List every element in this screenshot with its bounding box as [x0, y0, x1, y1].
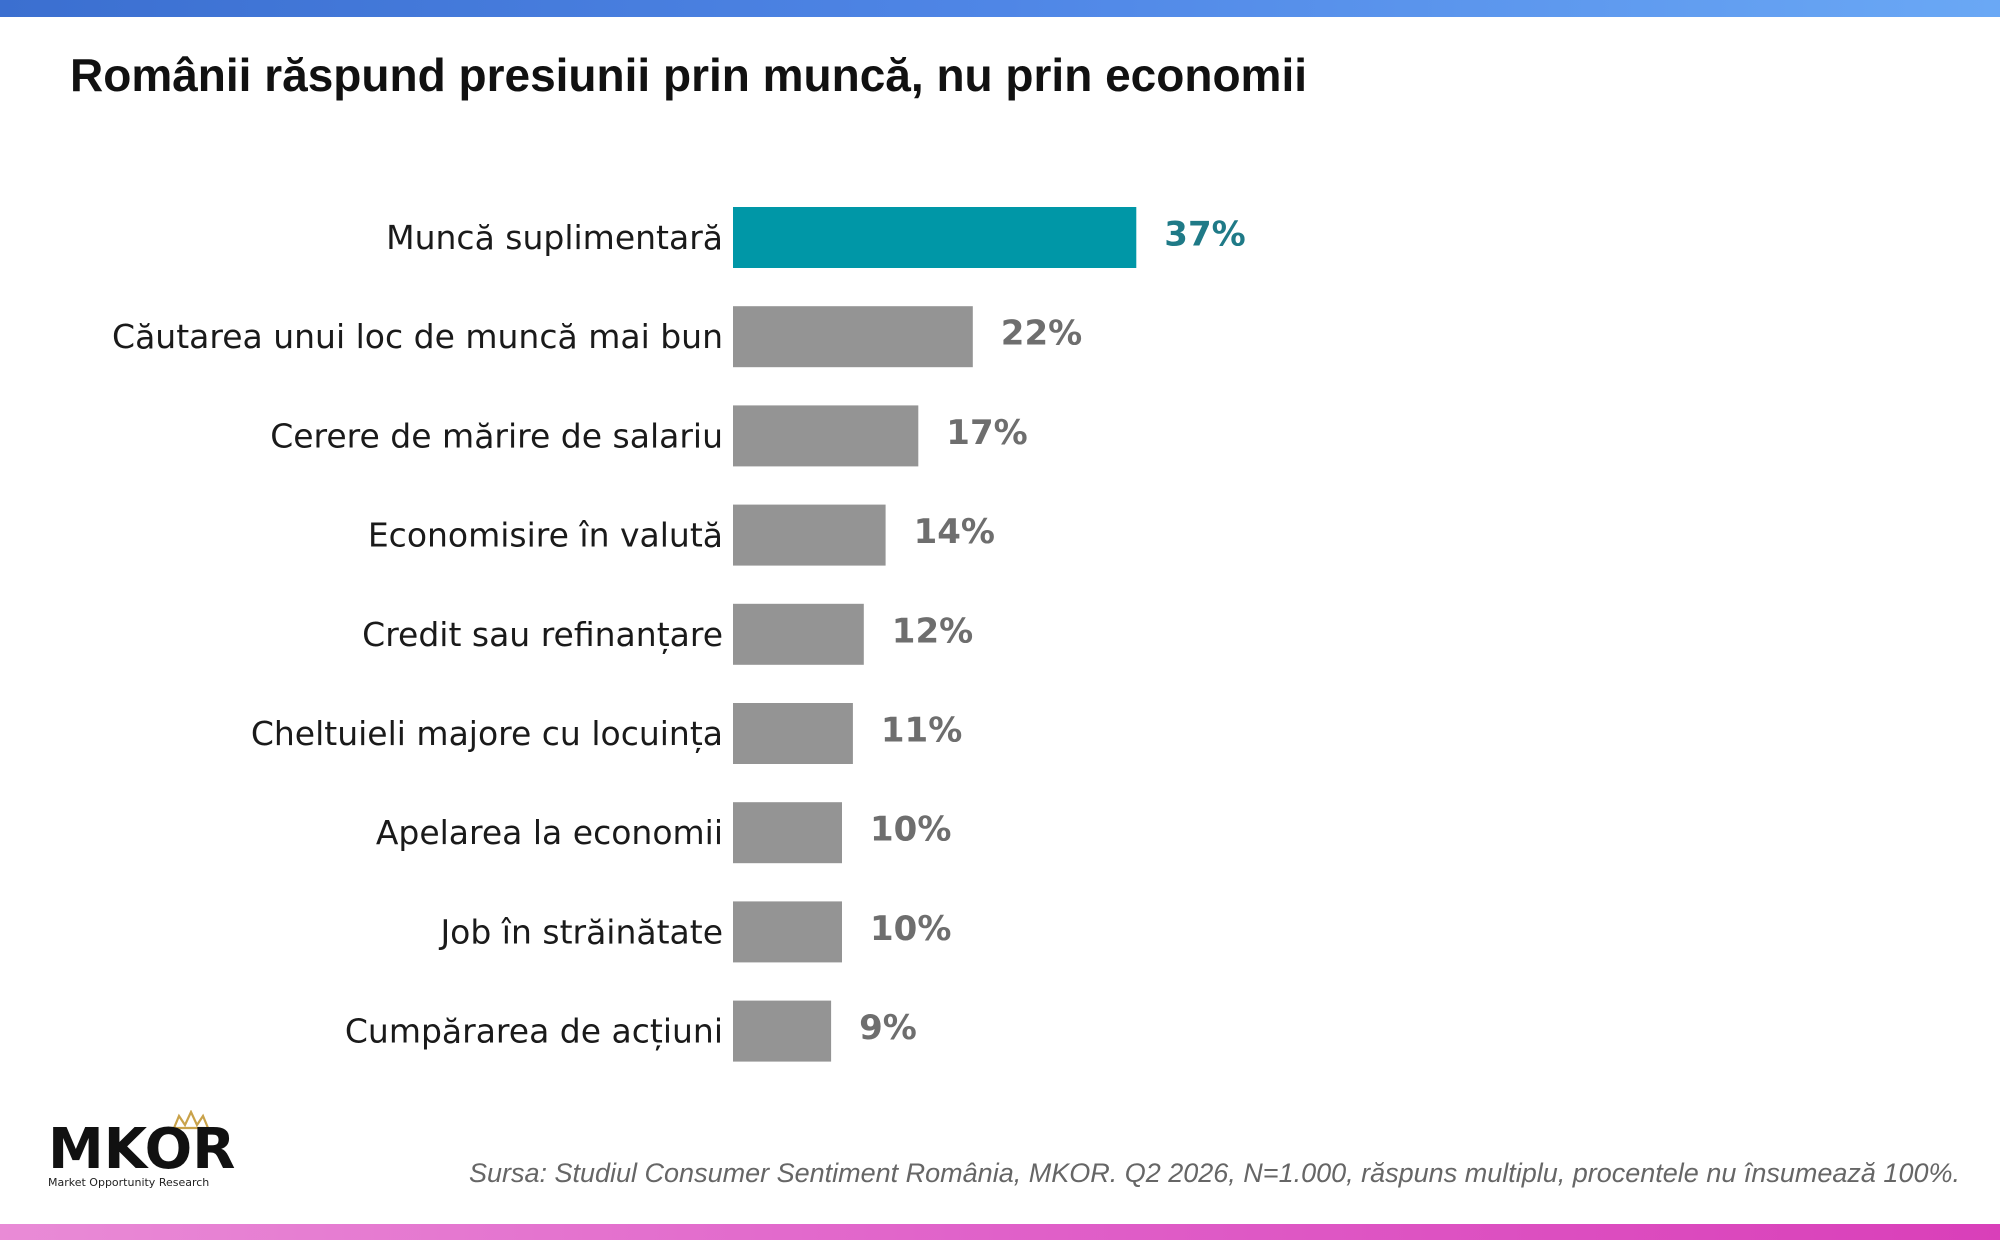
- bar-0: [733, 207, 1137, 268]
- bar-3: [733, 504, 886, 566]
- bottom-accent-bar: [0, 1224, 2000, 1240]
- value-label-1: 22%: [1001, 314, 1082, 354]
- category-label-8: Cumpărarea de acțiuni: [345, 1012, 723, 1052]
- mkor-logo: MKOR Market Opportunity Research: [48, 1110, 235, 1189]
- category-label-1: Căutarea unui loc de muncă mai bun: [112, 317, 723, 356]
- category-label-3: Economisire în valută: [368, 516, 723, 555]
- category-label-4: Credit sau refinanțare: [362, 615, 723, 655]
- category-label-5: Cheltuieli majore cu locuința: [251, 714, 723, 754]
- category-label-6: Apelarea la economii: [376, 813, 723, 852]
- crown-icon: [172, 1110, 210, 1130]
- top-accent-bar: [0, 0, 2000, 17]
- source-note: Sursa: Studiul Consumer Sentiment Români…: [468, 1158, 1960, 1188]
- logo-wordmark: MKOR: [48, 1117, 235, 1182]
- value-label-4: 12%: [892, 611, 973, 651]
- bar-6: [733, 802, 842, 864]
- value-label-0: 37%: [1164, 215, 1245, 255]
- chart-title: Românii răspund presiunii prin muncă, nu…: [70, 49, 1308, 101]
- value-label-8: 9%: [859, 1008, 917, 1048]
- category-label-2: Cerere de mărire de salariu: [270, 416, 723, 455]
- value-label-7: 10%: [870, 909, 951, 949]
- bar-5: [733, 703, 853, 764]
- category-label-0: Muncă suplimentară: [386, 218, 723, 257]
- bar-8: [733, 1000, 832, 1062]
- value-label-2: 17%: [946, 413, 1027, 453]
- bar-7: [733, 901, 842, 963]
- value-label-6: 10%: [870, 810, 951, 850]
- bar-4: [733, 603, 864, 665]
- logo-tagline: Market Opportunity Research: [48, 1176, 209, 1189]
- category-label-7: Job în străinătate: [438, 912, 723, 951]
- bar-1: [733, 306, 973, 368]
- value-label-3: 14%: [914, 512, 995, 552]
- value-label-5: 11%: [881, 711, 962, 751]
- bar-2: [733, 405, 919, 467]
